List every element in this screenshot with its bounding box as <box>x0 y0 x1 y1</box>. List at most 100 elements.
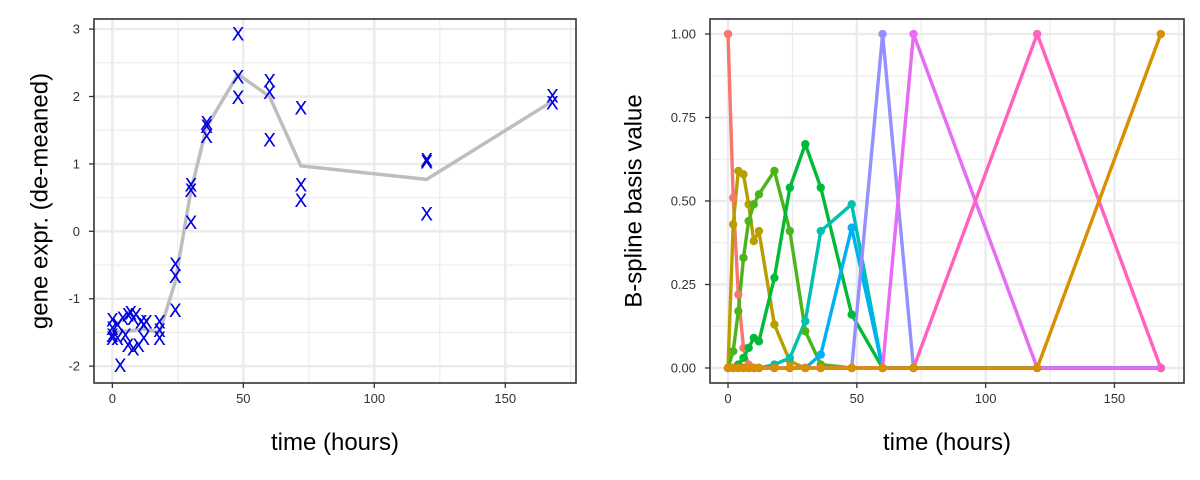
data-point-x-marker: X <box>232 67 245 89</box>
basis-point-4 <box>744 343 753 353</box>
data-point-x-marker: X <box>127 338 140 360</box>
left-x-tick-label: 0 <box>109 391 116 406</box>
basis-point-9 <box>1156 363 1166 373</box>
left-panel-border <box>93 18 577 384</box>
data-point-x-marker: X <box>232 24 245 46</box>
left-x-tick-label: 50 <box>236 391 250 406</box>
data-point-x-marker: X <box>116 308 129 330</box>
basis-point-6 <box>847 223 856 232</box>
left-y-tick-label: 0 <box>73 224 80 239</box>
basis-point-10 <box>1156 29 1166 39</box>
data-point-x-marker: X <box>184 212 197 234</box>
right-y-tick-label: 0.75 <box>671 110 696 125</box>
basis-point-10 <box>801 363 810 373</box>
basis-point-10 <box>909 363 918 373</box>
data-point-x-marker: X <box>111 315 124 337</box>
data-point-x-marker: X <box>546 86 559 108</box>
left-y-tick-label: 3 <box>73 22 80 37</box>
basis-point-10 <box>770 363 779 373</box>
basis-point-2 <box>754 226 764 236</box>
basis-point-1 <box>734 290 743 299</box>
data-point-x-marker: X <box>106 325 119 347</box>
left-x-axis-title: time (hours) <box>271 429 399 456</box>
basis-point-3 <box>801 327 810 336</box>
basis-point-10 <box>878 363 887 373</box>
data-point-x-marker: X <box>169 266 182 288</box>
basis-point-10 <box>754 363 764 373</box>
data-point-x-marker: X <box>263 82 276 104</box>
left-x-tick-label: 100 <box>363 391 385 406</box>
left-plot-background <box>94 19 576 383</box>
data-point-x-marker: X <box>140 311 153 333</box>
left-y-tick-label: 1 <box>73 156 80 171</box>
data-point-x-marker: X <box>106 318 119 340</box>
data-point-x-marker: X <box>169 254 182 276</box>
data-point-x-marker: X <box>153 328 166 350</box>
basis-point-3 <box>785 226 795 236</box>
data-point-x-marker: X <box>111 328 124 350</box>
basis-point-10 <box>816 363 825 373</box>
data-point-x-marker: X <box>294 98 307 120</box>
left-y-tick-label: -2 <box>68 359 80 374</box>
data-point-x-marker: X <box>200 126 213 148</box>
data-point-x-marker: X <box>294 190 307 212</box>
right-y-tick-label: 0.00 <box>671 360 696 375</box>
data-point-x-marker: X <box>135 311 148 333</box>
basis-point-5 <box>785 353 795 363</box>
basis-point-4 <box>816 183 825 192</box>
basis-point-2 <box>770 320 779 329</box>
data-point-x-marker: X <box>169 300 182 322</box>
right-x-tick-label: 0 <box>724 391 731 406</box>
right-x-tick-label: 150 <box>1104 391 1126 406</box>
basis-point-3 <box>749 200 758 209</box>
left-axes: 0 50 100 150 -2 -1 0 1 2 3 time (hours) gene expr. … <box>27 22 517 456</box>
right-y-axis-title: B-spline basis value <box>621 94 648 307</box>
basis-point-3 <box>728 347 738 356</box>
basis-point-2 <box>728 220 738 229</box>
data-point-x-marker: X <box>106 328 119 350</box>
right-chart-bspline: 0 50 100 150 0.00 0.25 0.50 0.75 1.00 time (hours… <box>621 18 1185 456</box>
data-point-x-marker: X <box>137 328 150 350</box>
basis-point-9 <box>1032 29 1042 39</box>
data-point-x-marker: X <box>263 129 276 151</box>
basis-point-8 <box>909 29 918 39</box>
basis-point-10 <box>1032 363 1042 373</box>
basis-point-5 <box>816 226 825 236</box>
data-point-x-marker: X <box>127 308 140 330</box>
basis-point-4 <box>770 273 779 283</box>
right-y-tick-label: 0.25 <box>671 277 696 292</box>
data-point-x-marker: X <box>124 303 137 325</box>
data-point-x-marker: X <box>420 152 433 174</box>
data-point-x-marker: X <box>106 309 119 331</box>
data-point-x-marker: X <box>114 355 127 377</box>
data-point-x-marker: X <box>129 305 142 327</box>
right-y-tick-label: 0.50 <box>671 194 696 209</box>
basis-point-5 <box>801 317 810 326</box>
basis-point-4 <box>785 183 795 192</box>
data-point-x-marker: X <box>546 92 559 114</box>
fit-line <box>112 72 554 335</box>
right-y-tick-label: 1.00 <box>671 27 696 42</box>
data-point-x-marker: X <box>153 311 166 333</box>
basis-point-3 <box>744 216 753 226</box>
basis-point-10 <box>785 363 795 373</box>
data-point-x-marker: X <box>119 325 132 347</box>
basis-point-1 <box>728 193 738 202</box>
right-axes: 0 50 100 150 0.00 0.25 0.50 0.75 1.00 time (hours… <box>621 27 1126 456</box>
data-point-x-marker: X <box>420 150 433 172</box>
basis-point-3 <box>734 307 743 316</box>
right-data <box>723 29 1166 373</box>
basis-point-1 <box>723 29 733 39</box>
basis-point-4 <box>847 310 856 319</box>
left-y-tick-label: -1 <box>68 291 80 306</box>
right-x-tick-label: 50 <box>850 391 864 406</box>
basis-point-2 <box>749 236 758 246</box>
basis-point-7 <box>878 29 887 39</box>
right-x-axis-title: time (hours) <box>883 429 1011 456</box>
basis-point-2 <box>739 170 748 179</box>
basis-point-4 <box>739 353 748 363</box>
data-point-x-marker: X <box>153 320 166 342</box>
right-x-tick-label: 100 <box>975 391 997 406</box>
data-point-x-marker: X <box>263 71 276 93</box>
